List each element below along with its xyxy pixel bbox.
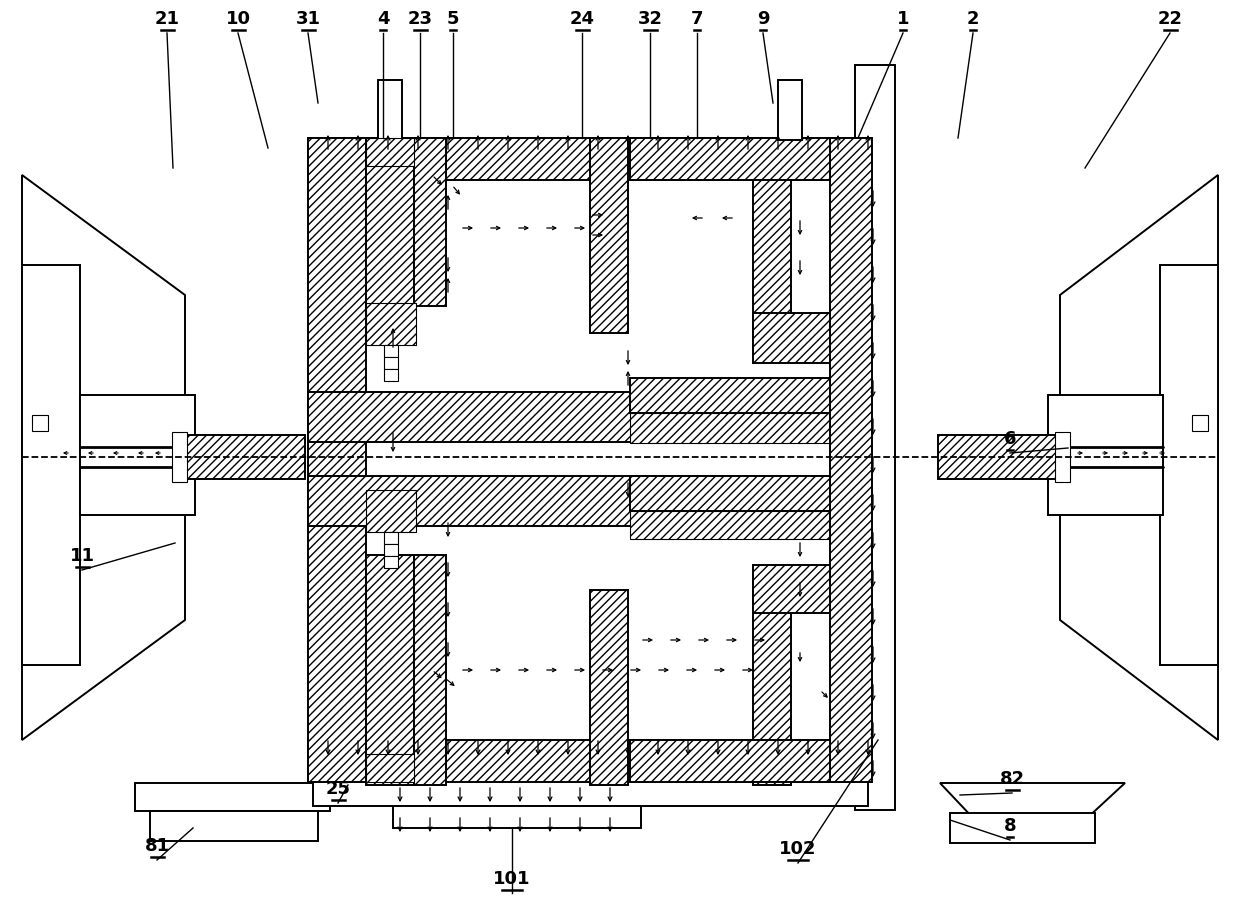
Text: 25: 25 [325,780,351,798]
Bar [308,392,870,442]
Bar [384,345,398,357]
Bar [312,780,868,806]
Polygon shape [940,783,1125,820]
Text: 21: 21 [155,10,180,28]
Bar [150,811,317,841]
Bar [753,138,791,343]
Text: 9: 9 [756,10,769,28]
Text: 32: 32 [637,10,662,28]
Text: 102: 102 [779,840,817,858]
Bar [753,580,791,785]
Bar [135,783,330,811]
Bar [366,555,414,785]
Text: 6: 6 [1003,430,1017,448]
Bar [32,415,48,431]
Bar [393,806,641,828]
Bar [366,303,415,345]
Bar [366,138,414,306]
Bar [384,357,398,369]
Bar [753,313,838,363]
Bar [630,511,870,539]
Bar [308,740,870,782]
Bar [81,395,195,515]
Bar [630,378,870,413]
Bar [1192,415,1208,431]
Polygon shape [1060,175,1218,740]
Bar [630,740,830,782]
Bar [777,80,802,140]
Text: 23: 23 [408,10,433,28]
Text: 24: 24 [569,10,594,28]
Bar [414,138,446,306]
Bar [185,435,305,479]
Bar [384,544,398,556]
Text: 5: 5 [446,10,459,28]
Bar [630,413,870,443]
Text: 101: 101 [494,870,531,888]
Bar [366,490,415,532]
Bar [22,265,81,665]
Bar [630,476,870,511]
Bar [414,555,446,785]
Text: 8: 8 [1003,817,1017,835]
Bar [384,369,398,381]
Bar [1159,265,1218,665]
Bar [950,813,1095,843]
Bar [590,138,627,333]
Bar [384,556,398,568]
Bar [378,80,402,140]
Bar [1048,395,1163,515]
Text: 11: 11 [69,547,94,565]
Bar [937,435,1058,479]
Polygon shape [22,175,185,740]
Bar [308,476,870,526]
Bar [366,754,414,782]
Bar [308,138,366,782]
Bar [172,432,187,482]
Text: 7: 7 [691,10,703,28]
Bar [830,138,872,782]
Text: 1: 1 [897,10,909,28]
Bar [308,138,870,180]
Text: 82: 82 [999,770,1024,788]
Bar [630,138,830,180]
Bar [1055,432,1070,482]
Text: 22: 22 [1157,10,1183,28]
Bar [384,532,398,544]
Bar [753,565,838,613]
Text: 31: 31 [295,10,320,28]
Bar [856,65,895,810]
Text: 10: 10 [226,10,250,28]
Bar [366,138,414,166]
Bar [590,590,627,785]
Text: 4: 4 [377,10,389,28]
Text: 2: 2 [967,10,980,28]
Text: 81: 81 [144,837,170,855]
